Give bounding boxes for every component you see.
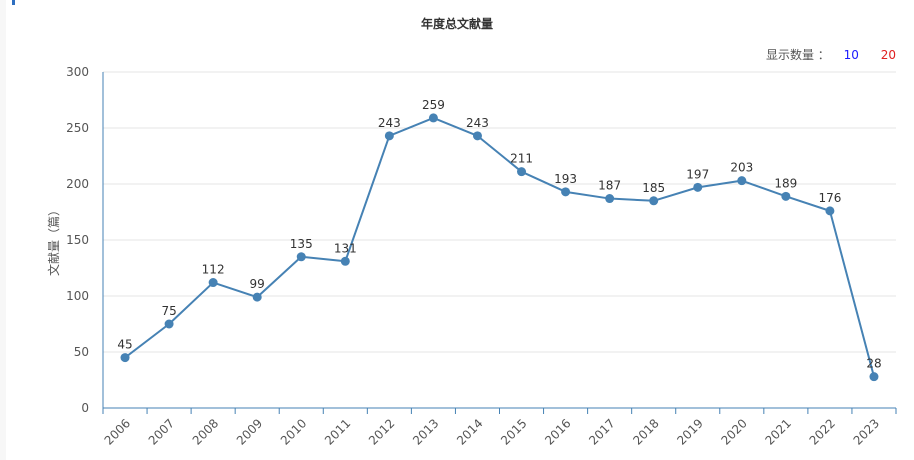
- data-point-2021[interactable]: [781, 191, 791, 201]
- display-count-label: 显示数量 ：: [765, 48, 830, 62]
- data-point-2014[interactable]: [472, 131, 482, 141]
- data-label-2015: 211: [510, 152, 533, 166]
- data-label-2019: 197: [686, 167, 709, 181]
- data-label-2023: 28: [866, 357, 881, 371]
- x-tick-label-2021: 2021: [762, 416, 793, 447]
- x-tick-label-2018: 2018: [630, 416, 661, 447]
- data-point-2008[interactable]: [208, 278, 218, 288]
- data-label-2020: 203: [730, 161, 753, 175]
- data-point-2019[interactable]: [693, 182, 703, 192]
- series-line-0: [124, 116, 875, 377]
- data-point-2023[interactable]: [869, 372, 879, 382]
- data-point-2022[interactable]: [825, 206, 835, 216]
- data-point-2011[interactable]: [340, 256, 350, 266]
- data-point-2020[interactable]: [737, 176, 747, 186]
- x-tick-label-2013: 2013: [410, 416, 441, 447]
- x-tick-label-2008: 2008: [190, 416, 221, 447]
- x-tick-label-2011: 2011: [322, 416, 353, 447]
- y-tick-label-300: 300: [66, 65, 89, 79]
- y-tick-label-0: 0: [81, 401, 89, 415]
- display-count-option-20[interactable]: 20: [880, 48, 896, 62]
- x-tick-label-2020: 2020: [718, 416, 749, 447]
- chart-title: 年度总文献量: [420, 17, 493, 31]
- x-tick-label-2009: 2009: [234, 416, 265, 447]
- x-tick-label-2023: 2023: [851, 416, 882, 447]
- x-tick-label-2016: 2016: [542, 416, 573, 447]
- x-tick-label-2022: 2022: [807, 416, 838, 447]
- y-tick-label-150: 150: [66, 233, 89, 247]
- display-count-option-10[interactable]: 10: [843, 48, 859, 62]
- x-tick-label-2012: 2012: [366, 416, 397, 447]
- data-label-2007: 75: [161, 304, 176, 318]
- data-label-2014: 243: [466, 116, 489, 130]
- data-point-2006[interactable]: [120, 353, 130, 363]
- y-tick-label-100: 100: [66, 289, 89, 303]
- data-point-2009[interactable]: [252, 292, 262, 302]
- data-point-2012[interactable]: [384, 131, 394, 141]
- data-label-2017: 187: [598, 179, 621, 193]
- left-border: [0, 0, 6, 460]
- x-tick-label-2010: 2010: [278, 416, 309, 447]
- data-point-2015[interactable]: [517, 167, 527, 177]
- data-label-2018: 185: [642, 181, 665, 195]
- data-point-2017[interactable]: [605, 194, 615, 204]
- x-tick-label-2019: 2019: [674, 416, 705, 447]
- data-label-2013: 259: [422, 98, 445, 112]
- y-tick-label-250: 250: [66, 121, 89, 135]
- y-axis-title: 文献量（篇）: [46, 204, 61, 276]
- x-tick-label-2017: 2017: [586, 416, 617, 447]
- corner-mark: [12, 0, 15, 5]
- data-label-2009: 99: [250, 277, 265, 291]
- x-tick-label-2014: 2014: [454, 416, 485, 447]
- data-label-2016: 193: [554, 172, 577, 186]
- data-label-2012: 243: [378, 116, 401, 130]
- data-label-2021: 189: [774, 176, 797, 190]
- data-point-2010[interactable]: [296, 252, 306, 262]
- display-count-control: 显示数量 ： 10 20: [766, 46, 896, 63]
- data-label-2008: 112: [202, 263, 225, 277]
- data-label-2006: 45: [117, 338, 132, 352]
- data-label-2022: 176: [818, 191, 841, 205]
- x-tick-label-2015: 2015: [498, 416, 529, 447]
- y-tick-label-200: 200: [66, 177, 89, 191]
- data-point-2016[interactable]: [561, 187, 571, 197]
- x-tick-label-2006: 2006: [102, 416, 133, 447]
- data-point-2007[interactable]: [164, 319, 174, 329]
- x-tick-label-2007: 2007: [146, 416, 177, 447]
- data-label-2010: 135: [290, 237, 313, 251]
- data-point-2013[interactable]: [428, 113, 438, 123]
- data-point-2018[interactable]: [649, 196, 659, 206]
- data-label-2011: 131: [334, 241, 357, 255]
- y-tick-label-50: 50: [74, 345, 89, 359]
